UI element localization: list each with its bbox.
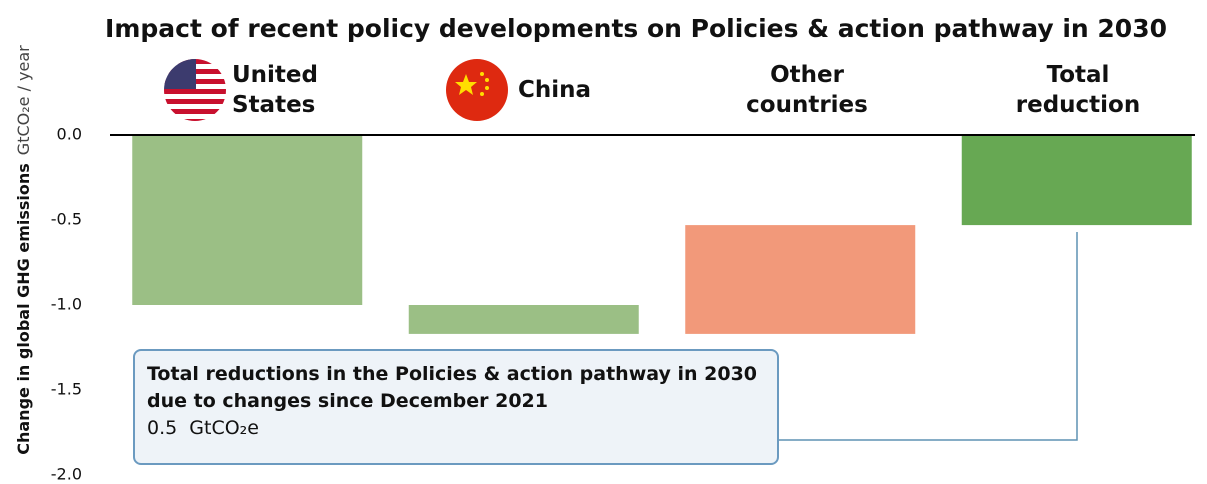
y-tick-label: -1.5 <box>51 380 82 399</box>
connector <box>775 232 1078 441</box>
bar <box>408 305 639 334</box>
y-tick-label: 0.0 <box>57 125 82 144</box>
bar <box>961 135 1192 226</box>
y-axis-label: Change in global GHG emissions GtCO₂e / y… <box>14 45 33 455</box>
y-unit: GtCO₂e / year <box>14 45 33 155</box>
china-flag <box>446 59 508 121</box>
annotation-text: Total reductions in the Policies & actio… <box>147 363 758 412</box>
category-label: Other countries <box>746 62 868 118</box>
category-label: Total reduction <box>1015 62 1141 118</box>
y-tick-label: -0.5 <box>51 210 82 229</box>
y-tick-label: -2.0 <box>51 465 82 484</box>
y-tick-label: -1.0 <box>51 295 82 314</box>
bar <box>685 225 916 334</box>
y-label: Change in global GHG emissions <box>14 163 33 455</box>
us-flag <box>164 59 226 121</box>
category-label: China <box>518 77 592 103</box>
annotation: Total reductions in the Policies & actio… <box>133 349 779 465</box>
annotation-value: 0.5 <box>147 417 178 439</box>
annotation-unit: GtCO₂e <box>189 417 259 439</box>
bar <box>132 135 363 305</box>
category-label: United States <box>232 62 318 118</box>
chart-title: Impact of recent policy developments on … <box>105 14 1167 43</box>
